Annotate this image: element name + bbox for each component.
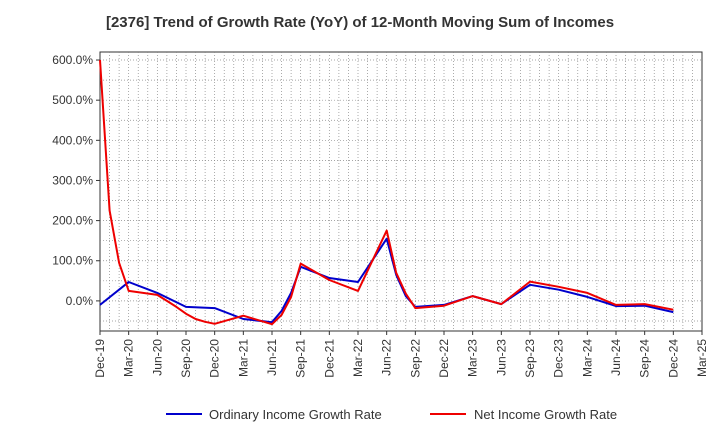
y-tick-label: 400.0% <box>52 133 93 147</box>
y-tick-label: 100.0% <box>52 254 93 268</box>
x-tick-label: Jun-22 <box>380 339 394 376</box>
x-tick-label: Sep-23 <box>523 339 537 378</box>
legend-label-net-income: Net Income Growth Rate <box>474 407 617 422</box>
x-tick-label: Jun-23 <box>494 339 508 376</box>
x-tick-label: Sep-20 <box>179 339 193 378</box>
x-tick-label: Dec-21 <box>322 339 336 378</box>
x-tick-label: Jun-20 <box>150 339 164 376</box>
x-tick-label: Mar-21 <box>236 339 250 377</box>
x-tick-label: Dec-24 <box>666 339 680 378</box>
x-tick-label: Jun-21 <box>265 339 279 376</box>
grid-lines <box>100 52 702 331</box>
x-tick-label: Mar-23 <box>466 339 480 377</box>
y-tick-label: 500.0% <box>52 93 93 107</box>
x-tick-label: Mar-20 <box>122 339 136 377</box>
x-tick-label: Mar-24 <box>580 339 594 377</box>
x-tick-label: Sep-24 <box>638 339 652 378</box>
x-tick-label: Sep-21 <box>294 339 308 378</box>
x-tick-label: Sep-22 <box>408 339 422 378</box>
chart-title: [2376] Trend of Growth Rate (YoY) of 12-… <box>105 14 615 31</box>
x-tick-label: Mar-25 <box>695 339 709 377</box>
y-tick-label: 600.0% <box>52 53 93 67</box>
x-tick-label: Jun-24 <box>609 339 623 376</box>
plot-area <box>99 51 703 332</box>
y-tick-label: 0.0% <box>66 294 94 308</box>
y-tick-label: 200.0% <box>52 214 93 228</box>
net-income-growth-line <box>99 59 674 326</box>
x-tick-label: Mar-22 <box>351 339 365 377</box>
y-tick-label: 300.0% <box>52 173 93 187</box>
x-tick-label: Dec-23 <box>552 339 566 378</box>
x-tick-label: Dec-20 <box>208 339 222 378</box>
x-tick-label: Dec-22 <box>437 339 451 378</box>
ordinary-income-growth-line <box>99 237 674 324</box>
legend-label-ordinary-income: Ordinary Income Growth Rate <box>209 407 382 422</box>
x-tick-label: Dec-19 <box>93 339 107 378</box>
